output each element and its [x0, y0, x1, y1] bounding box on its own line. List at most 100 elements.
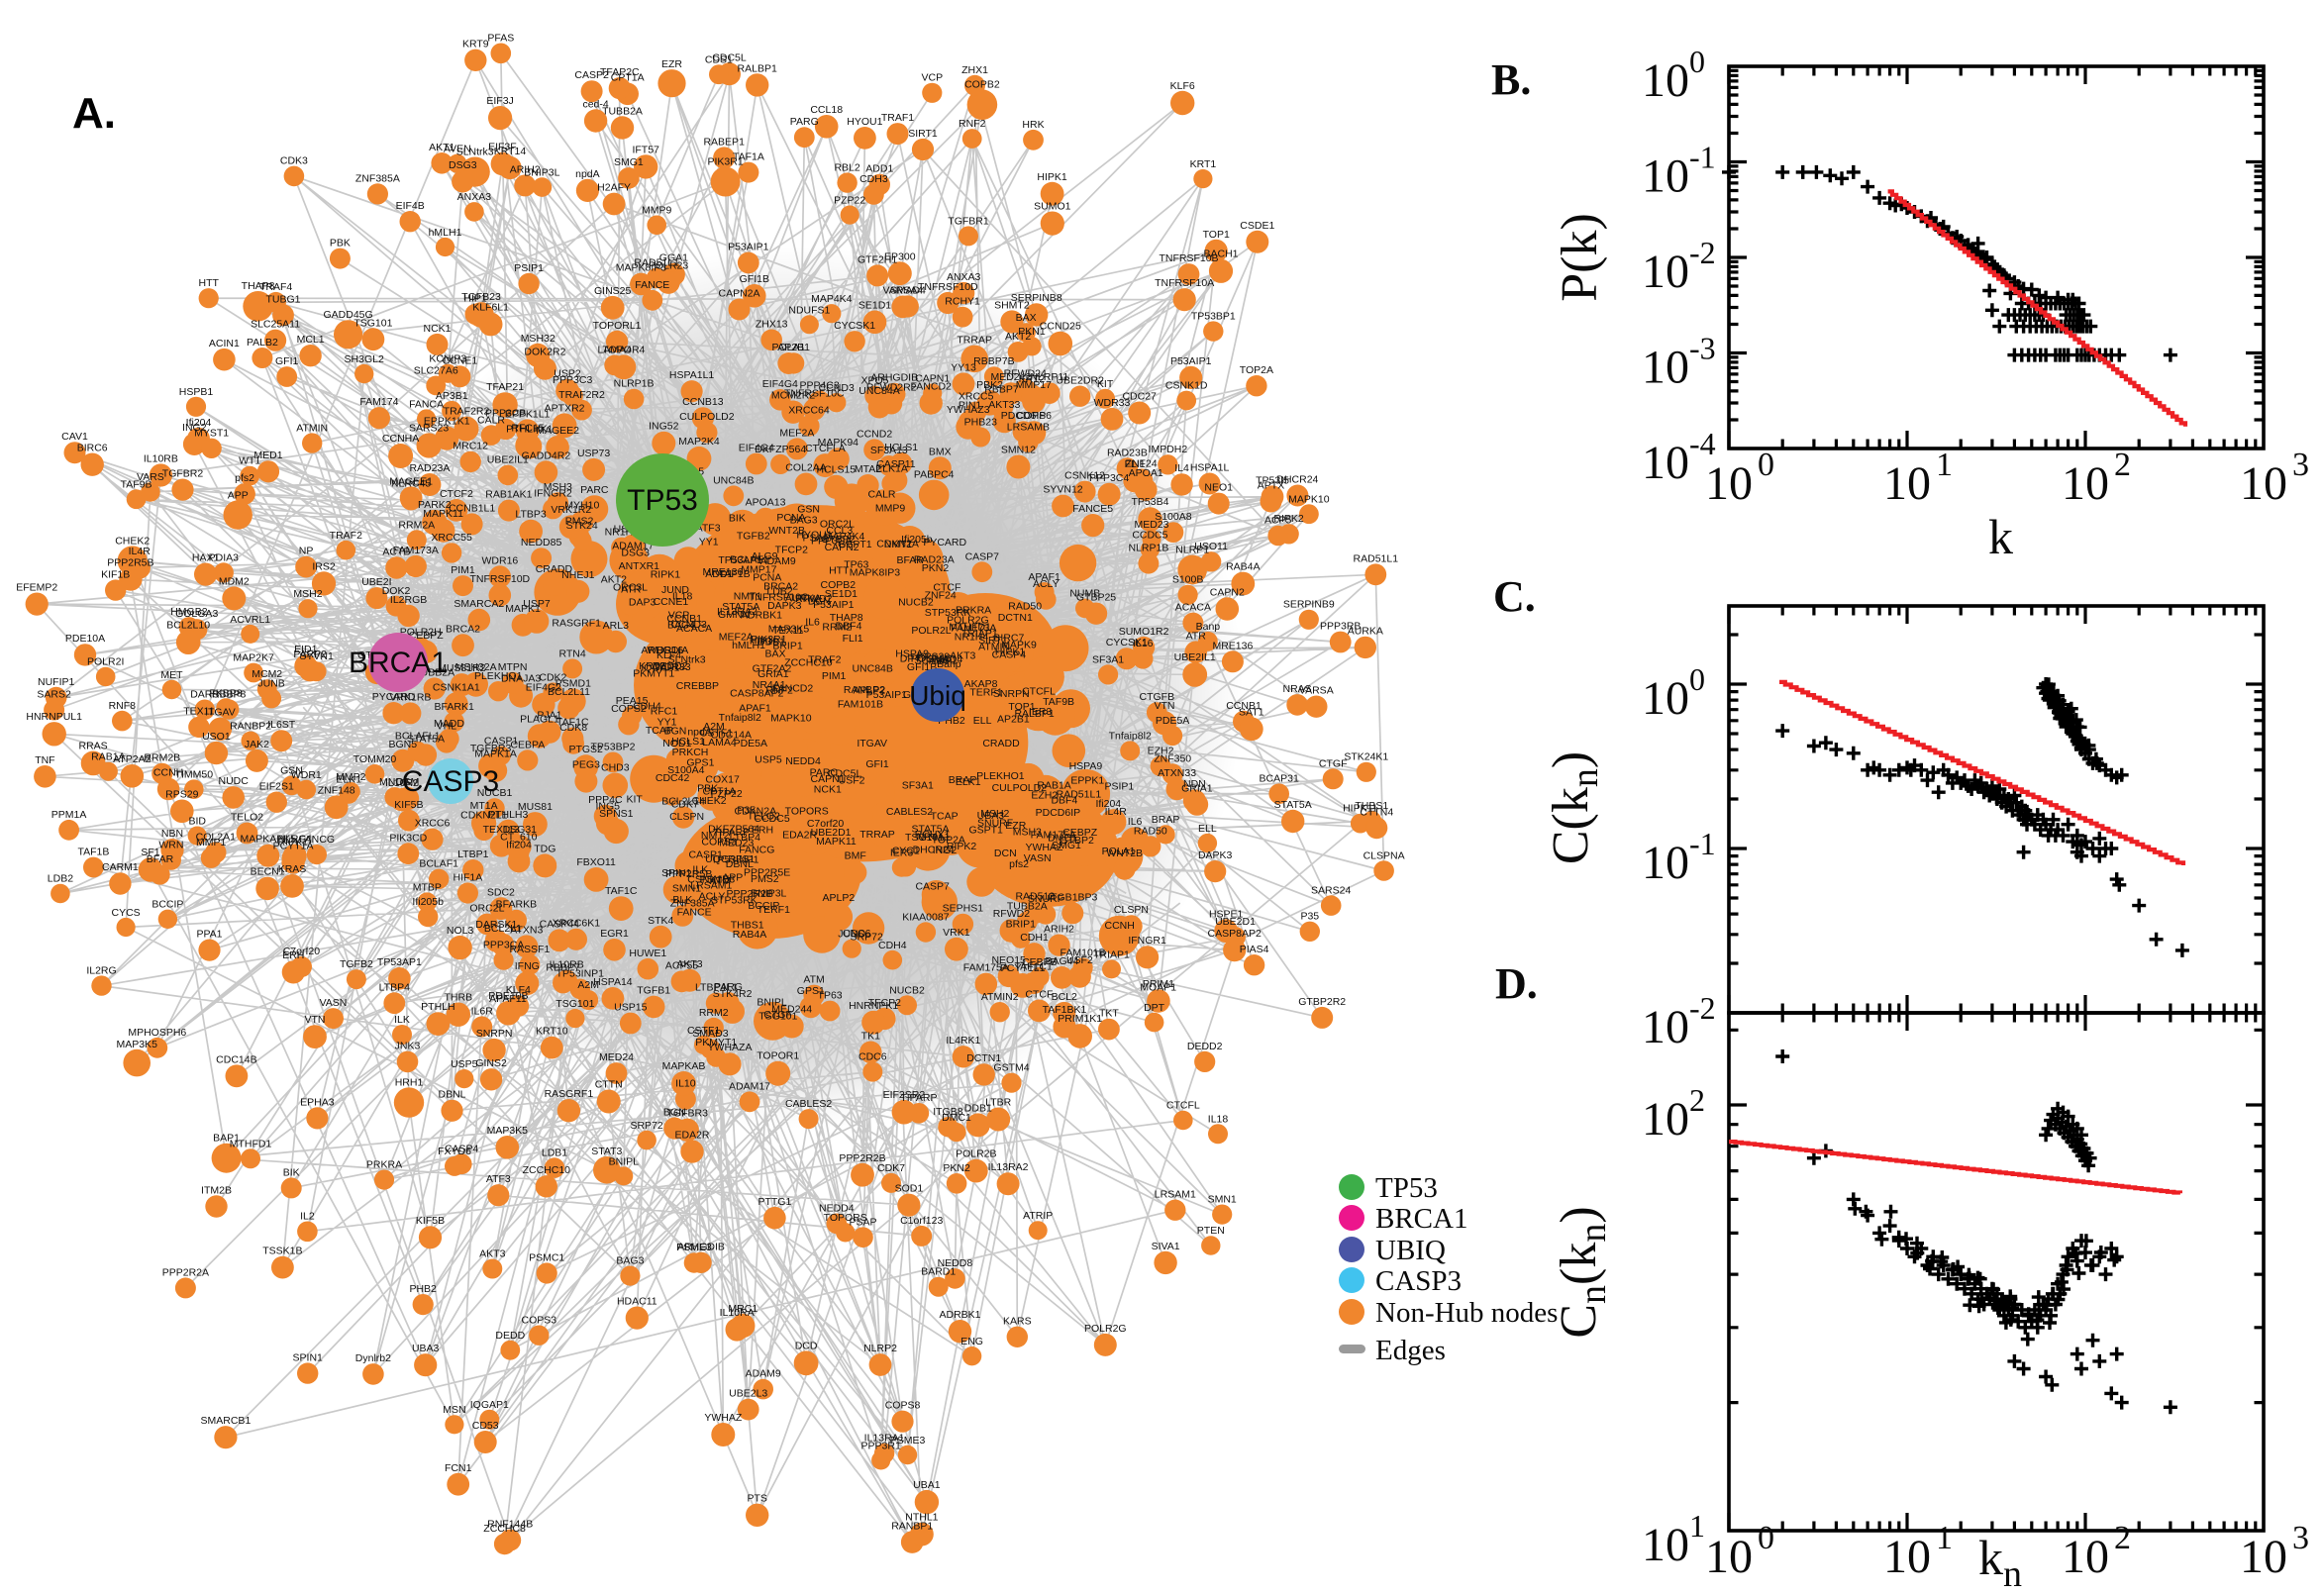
svg-text:XRCC5: XRCC5 — [959, 391, 994, 403]
svg-text:TGFBR3: TGFBR3 — [666, 1108, 708, 1120]
svg-text:MAPK8IP3: MAPK8IP3 — [616, 262, 667, 274]
svg-text:NUCB2: NUCB2 — [898, 597, 934, 609]
svg-text:CEBPZ: CEBPZ — [1062, 827, 1098, 839]
svg-text:CLSPN: CLSPN — [1114, 904, 1149, 916]
svg-text:P53AIP1: P53AIP1 — [728, 242, 769, 253]
svg-text:SHMT2: SHMT2 — [994, 299, 1030, 311]
svg-text:JUNB: JUNB — [257, 677, 284, 689]
svg-text:TOPOR4: TOPOR4 — [602, 344, 645, 355]
svg-text:TP53INP1: TP53INP1 — [556, 968, 605, 980]
svg-text:PLEKHO1: PLEKHO1 — [474, 670, 523, 682]
svg-text:AURKA: AURKA — [785, 593, 821, 605]
svg-text:TNFRSF10C: TNFRSF10C — [749, 592, 809, 604]
svg-text:BMX: BMX — [929, 446, 952, 457]
svg-text:IL2RGB: IL2RGB — [390, 594, 427, 606]
svg-text:RANBP1: RANBP1 — [891, 1520, 933, 1532]
svg-text:COX17: COX17 — [705, 774, 740, 786]
svg-text:TERF1: TERF1 — [969, 687, 1002, 699]
svg-text:POLR2L: POLR2L — [911, 625, 951, 637]
svg-text:IFNGR2: IFNGR2 — [534, 488, 572, 500]
svg-text:10: 10 — [1642, 54, 1689, 107]
svg-text:BRAP: BRAP — [1152, 814, 1180, 826]
svg-text:PARK2: PARK2 — [418, 499, 452, 511]
svg-text:ATXN33: ATXN33 — [1158, 767, 1196, 779]
svg-text:IFNG: IFNG — [515, 960, 540, 972]
svg-text:USP5: USP5 — [451, 1058, 478, 1070]
svg-text:SRP72: SRP72 — [851, 932, 883, 944]
svg-text:ORC2L: ORC2L — [469, 903, 504, 915]
svg-text:CAPN2: CAPN2 — [825, 542, 859, 553]
svg-text:0: 0 — [1689, 44, 1705, 79]
svg-text:RCHY1: RCHY1 — [945, 296, 980, 308]
svg-text:KRT10: KRT10 — [536, 1026, 568, 1038]
svg-text:IL18: IL18 — [672, 591, 693, 603]
svg-text:SOD1: SOD1 — [895, 1183, 924, 1195]
svg-text:10: 10 — [1642, 437, 1689, 489]
svg-text:10: 10 — [2062, 1531, 2109, 1583]
svg-text:BNIPL: BNIPL — [609, 1155, 640, 1167]
svg-text:SUMO1: SUMO1 — [1034, 201, 1071, 213]
svg-text:WNT2B: WNT2B — [1106, 848, 1143, 859]
svg-text:MAP3K5: MAP3K5 — [768, 624, 810, 636]
svg-text:ENG: ENG — [960, 1336, 983, 1347]
svg-text:CTTN4: CTTN4 — [1360, 806, 1393, 818]
svg-text:FAM174: FAM174 — [359, 396, 398, 408]
svg-text:MYH10: MYH10 — [564, 500, 599, 512]
svg-text:VRK1RB: VRK1RB — [389, 691, 431, 703]
svg-text:TSG101: TSG101 — [758, 1011, 797, 1023]
svg-text:CTGF: CTGF — [1319, 757, 1348, 769]
svg-text:RAD50: RAD50 — [1134, 825, 1167, 837]
svg-text:FANCE: FANCE — [635, 279, 669, 291]
svg-text:HRH1: HRH1 — [395, 1076, 424, 1088]
svg-text:FAM175A: FAM175A — [963, 962, 1009, 974]
svg-text:RAD23A: RAD23A — [914, 553, 955, 565]
svg-text:PIAS4: PIAS4 — [1240, 944, 1269, 955]
svg-text:IL4: IL4 — [1174, 462, 1189, 474]
svg-text:LTBP4L1: LTBP4L1 — [695, 982, 738, 994]
svg-text:CTCFLA: CTCFLA — [805, 443, 846, 454]
svg-text:DCD: DCD — [795, 1340, 818, 1351]
svg-text:GSPT1: GSPT1 — [838, 539, 872, 550]
svg-text:MED242: MED242 — [990, 371, 1031, 383]
svg-text:ACTB: ACTB — [382, 546, 410, 557]
svg-text:EIF2SR2: EIF2SR2 — [883, 1089, 926, 1101]
svg-text:HTT: HTT — [829, 565, 850, 577]
svg-text:GPS1: GPS1 — [797, 985, 825, 997]
svg-text:KRT9: KRT9 — [462, 39, 489, 50]
svg-text:CCNB1: CCNB1 — [666, 613, 702, 625]
svg-text:PHB2: PHB2 — [409, 1283, 437, 1295]
svg-text:PYCARD: PYCARD — [372, 691, 416, 703]
svg-text:ZCCHC10: ZCCHC10 — [523, 1164, 571, 1176]
svg-text:AP3B1: AP3B1 — [436, 390, 468, 402]
svg-text:S100A8: S100A8 — [1155, 511, 1192, 523]
svg-text:IL2: IL2 — [300, 1211, 315, 1223]
svg-text:GTF2A2: GTF2A2 — [753, 663, 792, 675]
svg-text:TOP1: TOP1 — [1008, 701, 1035, 713]
svg-text:ING5: ING5 — [595, 801, 620, 813]
svg-text:DSG31: DSG31 — [503, 824, 538, 836]
svg-text:BCLAF1: BCLAF1 — [419, 858, 458, 870]
svg-text:NR4A1: NR4A1 — [917, 832, 951, 844]
svg-text:TUBG1: TUBG1 — [265, 293, 300, 305]
svg-text:PPM1A: PPM1A — [51, 809, 87, 821]
svg-text:BID: BID — [188, 816, 206, 828]
svg-text:CSNK1D: CSNK1D — [1165, 380, 1208, 392]
svg-text:SIRT1: SIRT1 — [978, 635, 1008, 647]
svg-text:AVEN: AVEN — [444, 144, 471, 155]
svg-text:GMNN: GMNN — [718, 609, 750, 621]
svg-text:UBE2IL1: UBE2IL1 — [487, 454, 529, 466]
svg-text:k: k — [1988, 509, 2013, 564]
svg-text:BIRC6: BIRC6 — [77, 443, 108, 454]
svg-text:CASP4: CASP4 — [445, 1143, 479, 1154]
svg-text:KLF6: KLF6 — [1170, 80, 1195, 92]
svg-text:TRIAP1: TRIAP1 — [961, 628, 998, 640]
svg-text:RFC15: RFC15 — [511, 422, 544, 434]
svg-text:RBL2: RBL2 — [834, 162, 859, 174]
svg-text:CHEK2: CHEK2 — [115, 535, 150, 547]
svg-text:SPNS1: SPNS1 — [599, 808, 634, 820]
svg-text:MAP4K4: MAP4K4 — [811, 293, 853, 305]
svg-text:TP53BP1: TP53BP1 — [1191, 310, 1236, 322]
svg-text:NMT1: NMT1 — [884, 539, 913, 550]
svg-text:MAPK1A: MAPK1A — [474, 748, 517, 760]
svg-text:CDK7: CDK7 — [877, 1162, 905, 1174]
